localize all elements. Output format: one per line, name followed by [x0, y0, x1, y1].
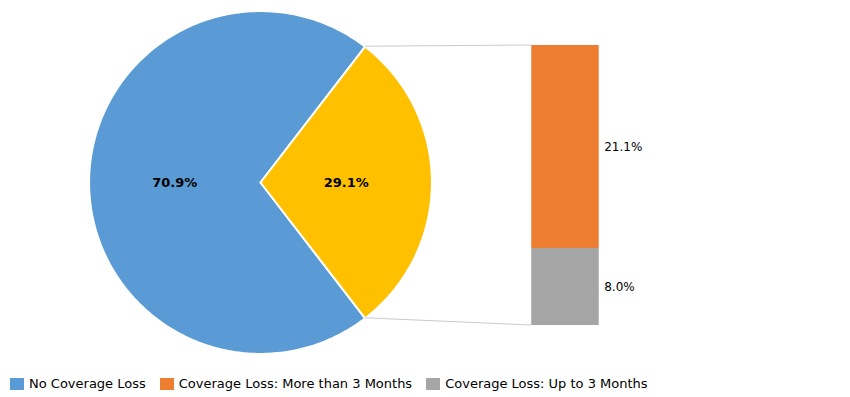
svg-text:21.1%: 21.1% — [604, 140, 642, 154]
html-text:Coverage Loss: More than 3 Mon: Coverage Loss: More than 3 Months — [178, 376, 413, 391]
svg-text:8.0%: 8.0% — [604, 280, 635, 294]
svg-text:29.1%: 29.1% — [324, 175, 369, 190]
svg-text:70.9%: 70.9% — [152, 175, 197, 190]
html-text:No Coverage Loss: No Coverage Loss — [29, 376, 146, 391]
html-text:Coverage Loss: Up to 3 Months: Coverage Loss: Up to 3 Months — [445, 376, 648, 391]
